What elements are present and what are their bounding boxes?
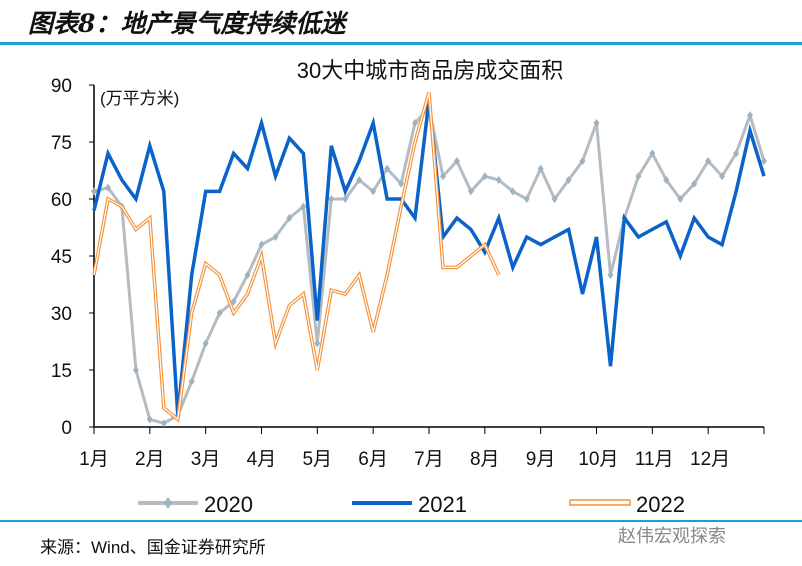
x-tick-label: 3月 — [191, 449, 221, 470]
bottom-divider — [0, 520, 802, 522]
legend-marker-2020 — [164, 497, 172, 509]
data-point-2020 — [412, 119, 419, 127]
data-point-2020 — [230, 297, 237, 306]
data-point-2020 — [160, 419, 167, 428]
y-tick-label: 0 — [61, 418, 72, 439]
y-axis-unit-label: (万平方米) — [100, 89, 179, 108]
data-point-2020 — [663, 176, 670, 184]
x-tick-label: 8月 — [470, 449, 500, 470]
y-tick-label: 45 — [51, 247, 72, 268]
data-point-2020 — [272, 233, 279, 241]
data-point-2020 — [91, 187, 97, 196]
y-tick-label: 15 — [51, 361, 72, 382]
data-point-2020 — [300, 202, 307, 211]
data-point-2020 — [356, 176, 363, 184]
figure-title: 图表8：地产景气度持续低迷 — [28, 9, 346, 38]
data-point-2020 — [719, 172, 726, 181]
x-tick-label: 5月 — [302, 449, 332, 470]
y-tick-label: 75 — [51, 133, 72, 154]
data-point-2020 — [761, 157, 767, 165]
data-point-2020 — [146, 415, 153, 424]
y-tick-label: 60 — [51, 190, 72, 211]
data-point-2020 — [635, 172, 642, 181]
series-line-2022 — [92, 92, 501, 423]
data-point-2020 — [551, 195, 558, 203]
legend-label-2021: 2021 — [418, 492, 467, 517]
data-point-2020 — [188, 377, 195, 386]
data-point-2020 — [607, 271, 614, 279]
series-line-2022-inner — [93, 92, 500, 421]
data-point-2020 — [439, 172, 446, 181]
data-point-2020 — [328, 195, 335, 203]
data-point-2020 — [565, 176, 572, 184]
x-tick-label: 1月 — [79, 449, 109, 470]
x-tick-label: 6月 — [358, 449, 388, 470]
series-line-2021 — [92, 99, 766, 416]
data-point-2020 — [537, 164, 544, 173]
data-point-2020 — [733, 149, 740, 158]
top-divider — [0, 42, 802, 45]
legend-label-2020: 2020 — [204, 492, 253, 517]
data-point-2020 — [244, 271, 251, 279]
data-point-2020 — [467, 187, 474, 196]
data-point-2020 — [453, 157, 460, 165]
data-point-2020 — [202, 339, 209, 348]
data-point-2020 — [691, 179, 698, 188]
watermark: 赵伟宏观探索 — [618, 526, 726, 546]
x-tick-label: 10月 — [578, 449, 618, 470]
data-point-2020 — [747, 111, 754, 120]
data-point-2020 — [258, 240, 265, 249]
legend-swatch-2022 — [569, 499, 631, 506]
x-tick-label: 4月 — [247, 449, 277, 470]
data-point-2020 — [104, 183, 111, 192]
data-point-2020 — [132, 366, 139, 374]
chart-title: 30大中城市商品房成交面积 — [297, 58, 563, 83]
data-point-2020 — [286, 214, 293, 222]
data-point-2020 — [495, 176, 502, 184]
data-point-2020 — [509, 187, 516, 196]
data-point-2020 — [370, 187, 377, 196]
data-point-2020 — [216, 309, 223, 317]
legend-label-2022: 2022 — [636, 492, 685, 517]
x-tick-label: 9月 — [526, 449, 556, 470]
data-point-2020 — [677, 195, 684, 203]
data-point-2020 — [342, 195, 349, 203]
y-tick-label: 90 — [51, 76, 72, 97]
data-point-2020 — [593, 119, 600, 127]
data-point-2020 — [314, 339, 321, 348]
x-tick-label: 7月 — [414, 449, 444, 470]
data-point-2020 — [384, 164, 391, 173]
x-tick-label: 12月 — [690, 449, 730, 470]
x-tick-label: 11月 — [635, 449, 674, 470]
data-point-2020 — [523, 195, 530, 203]
x-tick-label: 2月 — [135, 449, 165, 470]
chart: 30大中城市商品房成交面积 (万平方米) 0 15 30 45 60 75 90 1月 2月 3月… — [51, 58, 767, 517]
data-point-2020 — [705, 157, 712, 165]
source-note: 来源：Wind、国金证券研究所 — [40, 538, 266, 557]
data-point-2020 — [481, 172, 488, 181]
data-point-2020 — [579, 157, 586, 165]
y-tick-label: 30 — [51, 304, 72, 325]
data-point-2020 — [649, 149, 656, 158]
data-point-2020 — [398, 179, 405, 188]
